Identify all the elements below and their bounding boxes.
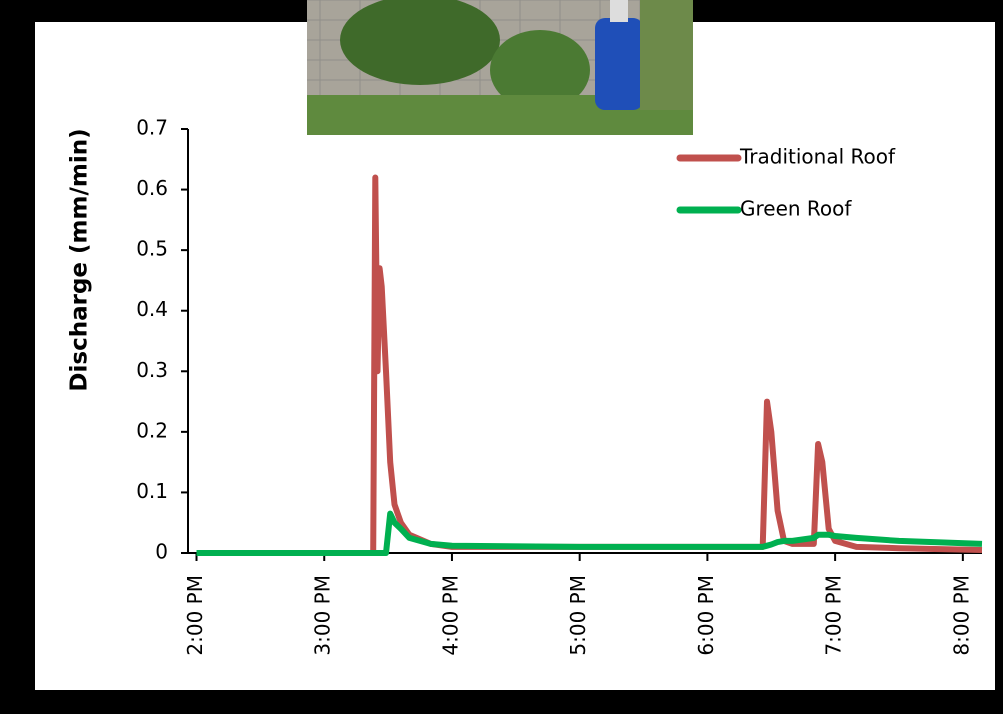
y-tick-label: 0.7	[136, 116, 168, 140]
legend-label: Traditional Roof	[739, 145, 896, 169]
y-tick-label: 0.1	[136, 479, 168, 503]
y-tick-label: 0.4	[136, 297, 168, 321]
y-tick-label: 0.5	[136, 237, 168, 261]
x-tick-label: 7:00 PM	[822, 575, 846, 656]
x-tick-label: 6:00 PM	[694, 575, 718, 656]
x-tick-label: 3:00 PM	[311, 575, 335, 656]
y-tick-label: 0.6	[136, 176, 168, 200]
y-tick-label: 0.3	[136, 358, 168, 382]
y-tick-label: 0.2	[136, 418, 168, 442]
x-tick-label: 2:00 PM	[183, 575, 207, 656]
x-tick-label: 8:00 PM	[949, 575, 973, 656]
x-tick-label: 5:00 PM	[566, 575, 590, 656]
x-tick-label: 4:00 PM	[438, 575, 462, 656]
legend-label: Green Roof	[740, 197, 852, 221]
y-axis-label: Discharge (mm/min)	[67, 128, 93, 391]
y-tick-label: 0	[155, 540, 168, 564]
chart: Discharge (mm/min) 0 0.1 0.2 0.3 0.4 0.5 0.6 0.…	[0, 0, 1003, 714]
page: Discharge (mm/min) 0 0.1 0.2 0.3 0.4 0.5 0.6 0.…	[0, 0, 1003, 714]
photo	[307, 0, 693, 135]
